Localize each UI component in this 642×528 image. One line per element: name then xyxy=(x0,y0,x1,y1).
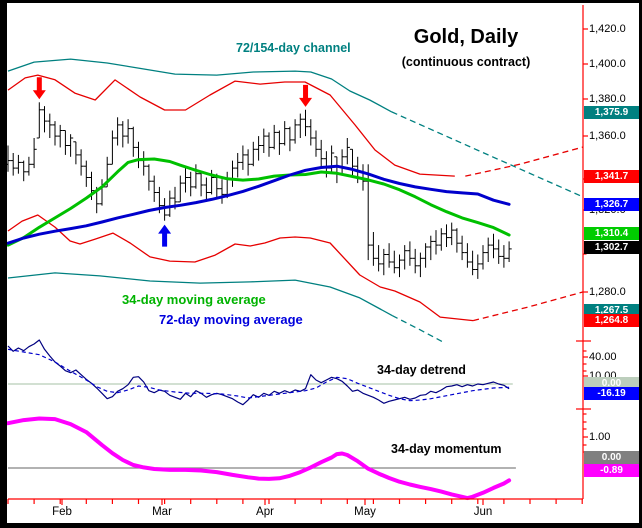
y-axis-tick-label: 1.00 xyxy=(589,431,611,443)
value-badge: 0.00 xyxy=(584,376,639,390)
value-badge: 1,326.7 xyxy=(584,197,639,211)
series-channel-154-lower-projection xyxy=(391,315,444,343)
series-momentum-34 xyxy=(6,416,512,501)
series-ma-34 xyxy=(6,157,511,247)
series-channel-154-lower xyxy=(7,272,393,317)
axes xyxy=(7,5,591,505)
series-channel-72-lower xyxy=(7,214,474,322)
ma72-annotation: 72-day moving average xyxy=(159,312,303,327)
month-label-may: May xyxy=(354,506,376,518)
month-label-mar: Mar xyxy=(152,506,172,518)
y-axis-tick-label: 1,380.0 xyxy=(589,93,626,105)
value-badge: 1,375.9 xyxy=(584,105,639,119)
chart-subtitle: (continuous contract) xyxy=(401,55,531,69)
value-badge: 1,341.7 xyxy=(584,169,639,183)
buy-arrow-1-icon xyxy=(158,224,172,247)
series-detrend-34-smoothed xyxy=(7,348,510,402)
y-axis-tick-label: 1,400.0 xyxy=(589,58,626,70)
value-badge: 1,310.4 xyxy=(584,226,639,240)
month-label-apr: Apr xyxy=(256,506,274,518)
value-badge: 1,264.8 xyxy=(584,313,639,327)
series-channel-154-upper-projection xyxy=(391,111,584,198)
detrend-annotation: 34-day detrend xyxy=(377,363,466,377)
y-axis-tick-label: 40.00 xyxy=(589,351,617,363)
series-channel-72-lower-projection xyxy=(472,291,584,322)
y-axis-tick-label: 1,280.0 xyxy=(589,286,626,298)
y-axis-tick-label: 1,420.0 xyxy=(589,23,626,35)
momentum-annotation: 34-day momentum xyxy=(391,442,502,456)
value-badge: -0.89 xyxy=(584,463,639,477)
series-channel-72-upper xyxy=(7,74,455,177)
sell-arrow-1-icon xyxy=(32,77,46,100)
month-label-feb: Feb xyxy=(52,506,72,518)
value-badge: 1,267.5 xyxy=(584,303,639,317)
series-ma-72 xyxy=(6,164,511,245)
chart-title: Gold, Daily xyxy=(413,26,519,48)
value-badge: 0.00 xyxy=(584,450,639,464)
ma34-annotation: 34-day moving average xyxy=(122,292,266,307)
series-channel-154-upper xyxy=(7,58,393,113)
channel-annotation: 72/154-day channel xyxy=(236,41,351,55)
sell-arrow-2-icon xyxy=(299,84,313,107)
month-label-jun: Jun xyxy=(473,506,493,518)
series-channel-72-upper-projection xyxy=(465,146,584,177)
value-badge: -16.19 xyxy=(584,386,639,400)
price-bars xyxy=(5,102,512,279)
y-axis-tick-label: 1,360.0 xyxy=(589,130,626,142)
value-badge: 1,302.7 xyxy=(584,240,639,254)
